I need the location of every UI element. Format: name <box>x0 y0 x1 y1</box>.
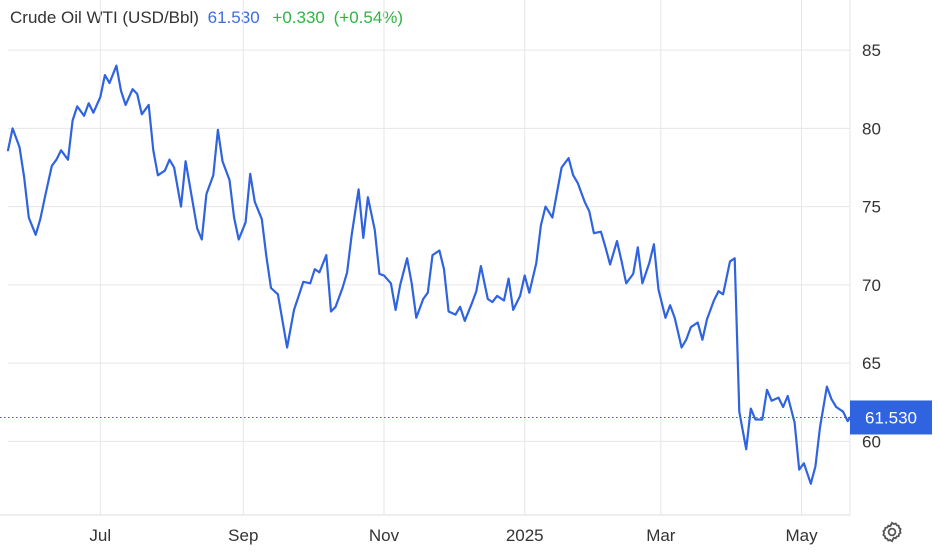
current-price: 61.530 <box>207 8 260 27</box>
x-axis-ticks: Jul Sep Nov 2025 Mar May <box>89 526 818 545</box>
y-tick-label: 70 <box>862 276 881 295</box>
price-change: +0.330 <box>272 8 325 27</box>
price-change-percent: (+0.54%) <box>333 8 404 27</box>
last-value-layer: 61.530 <box>0 400 932 435</box>
y-tick-label: 65 <box>862 354 881 373</box>
x-tick-label: Sep <box>228 526 258 545</box>
x-tick-label: 2025 <box>506 526 544 545</box>
y-tick-label: 80 <box>862 119 881 138</box>
x-tick-label: Jul <box>89 526 111 545</box>
last-value-badge <box>850 400 932 435</box>
y-tick-label: 60 <box>862 432 881 451</box>
y-tick-label: 75 <box>862 198 881 217</box>
x-tick-label: May <box>785 526 818 545</box>
last-value-label: 61.530 <box>865 408 917 427</box>
x-tick-label: Mar <box>646 526 676 545</box>
grid-lines <box>0 0 851 516</box>
series-line <box>6 64 852 485</box>
y-tick-label: 85 <box>862 41 881 60</box>
chart-header: Crude Oil WTI (USD/Bbl) 61.530 +0.330 (+… <box>10 8 403 28</box>
gear-icon[interactable] <box>880 520 904 544</box>
x-tick-label: Nov <box>369 526 400 545</box>
instrument-name: Crude Oil WTI (USD/Bbl) <box>10 8 199 27</box>
y-axis-ticks: 60 65 70 75 80 85 <box>862 41 881 451</box>
price-line-layer <box>6 64 852 485</box>
